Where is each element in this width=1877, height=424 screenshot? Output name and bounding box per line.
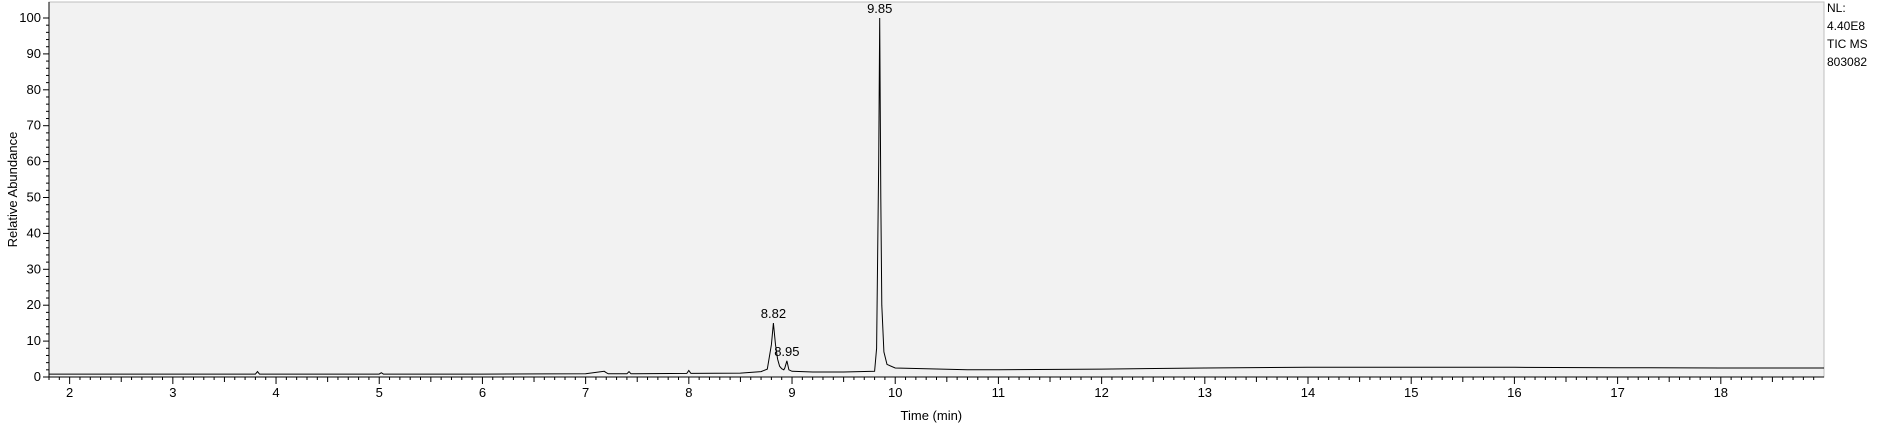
y-tick-label: 40 [27,225,41,240]
x-axis: 2 3 4 5 6 7 8 9 10 11 12 13 14 15 16 17 18 [48,376,1824,400]
x-tick-label: 2 [66,385,73,400]
side-info-line: 803082 [1827,55,1867,69]
x-tick-label: 3 [169,385,176,400]
data-trace [49,17,1824,375]
peak-label: 9.85 [867,1,892,16]
x-tick-label: 12 [1094,385,1108,400]
x-tick-label: 15 [1404,385,1418,400]
y-tick-label: 90 [27,46,41,61]
peak-label: 8.82 [761,306,786,321]
y-tick-label: 0 [34,369,41,384]
x-tick-label: 5 [376,385,383,400]
y-tick-label: 100 [19,10,41,25]
y-axis-label: Relative Abundance [5,132,20,248]
peak-labels: 8.82 8.95 9.85 [761,1,893,359]
x-tick-label: 7 [582,385,589,400]
x-tick-label: 14 [1301,385,1315,400]
side-info: NL: 4.40E8 TIC MS 803082 [1827,1,1868,69]
plot-area [48,1,1825,378]
x-tick-label: 18 [1714,385,1728,400]
y-tick-label: 10 [27,333,41,348]
x-tick-label: 11 [992,385,1006,400]
x-tick-label: 17 [1610,385,1624,400]
side-info-line: TIC MS [1827,37,1868,51]
x-axis-label: Time (min) [901,408,963,423]
x-tick-label: 16 [1507,385,1521,400]
y-tick-label: 50 [27,190,41,205]
x-tick-label: 6 [479,385,486,400]
x-tick-label: 9 [788,385,795,400]
x-tick-label: 4 [272,385,279,400]
y-tick-label: 20 [27,297,41,312]
y-axis: 0 10 20 30 40 50 60 70 80 90 100 [19,2,50,384]
peak-label: 8.95 [774,344,799,359]
y-tick-label: 70 [27,118,41,133]
side-info-line: NL: [1827,1,1846,15]
y-tick-label: 30 [27,261,41,276]
y-tick-label: 80 [27,82,41,97]
x-tick-label: 13 [1198,385,1212,400]
x-tick-label: 8 [685,385,692,400]
y-tick-label: 60 [27,154,41,169]
x-tick-label: 10 [888,385,902,400]
side-info-line: 4.40E8 [1827,19,1865,33]
